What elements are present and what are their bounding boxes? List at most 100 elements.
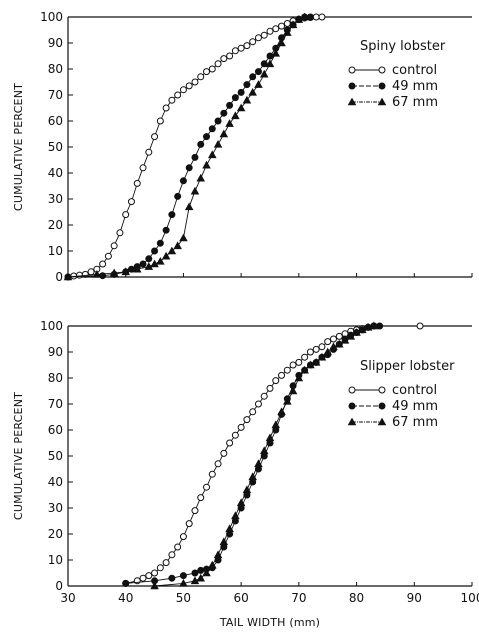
data-point <box>301 353 309 361</box>
data-point <box>272 377 280 385</box>
series-67-mm <box>63 12 309 281</box>
data-point <box>369 321 379 330</box>
data-point <box>254 80 263 88</box>
data-point <box>226 101 234 109</box>
data-point <box>265 59 275 68</box>
data-point <box>167 246 177 255</box>
data-point <box>179 533 187 541</box>
y-tick-label: 0 <box>55 270 63 284</box>
y-tick-label: 60 <box>48 423 63 437</box>
data-point <box>236 103 246 112</box>
data-point <box>173 241 182 250</box>
y-tick-label: 40 <box>48 166 63 180</box>
panel-slipper-lobster: 0 10 20 30 40 50 60 70 80 90 100 30 40 50 60 70 80 90 100 C… <box>12 319 479 629</box>
data-point <box>168 211 176 219</box>
y-tick-label: 10 <box>48 553 63 567</box>
data-point <box>161 251 171 260</box>
legend-label: control <box>392 63 437 78</box>
data-point <box>191 569 199 577</box>
data-point <box>203 68 211 76</box>
data-point <box>139 574 147 582</box>
data-point <box>214 60 222 68</box>
data-point <box>231 431 239 439</box>
data-point <box>203 483 211 491</box>
data-point <box>76 271 84 279</box>
data-point <box>185 82 193 90</box>
y-tick-label: 40 <box>48 475 63 489</box>
y-tick-label: 70 <box>48 88 63 102</box>
data-point <box>202 160 211 169</box>
y-tick-label: 0 <box>55 579 63 593</box>
legend-marker <box>377 97 387 106</box>
panel-spiny-lobster: 0 10 20 30 40 50 60 70 80 90 100 CUMULATIVE PERCENT… <box>12 10 473 284</box>
data-point <box>278 371 286 379</box>
data-point <box>208 150 217 159</box>
data-point <box>248 87 257 96</box>
data-point <box>265 433 275 442</box>
data-point <box>139 260 147 268</box>
data-point <box>363 322 373 331</box>
data-point <box>190 186 200 195</box>
data-point <box>254 34 262 42</box>
data-point <box>213 139 223 148</box>
data-point <box>214 117 222 125</box>
data-point <box>306 360 315 369</box>
data-point <box>179 233 188 242</box>
data-point <box>300 365 309 374</box>
data-point <box>260 31 268 39</box>
data-point <box>335 332 343 340</box>
data-point <box>168 551 176 559</box>
data-point <box>260 60 268 68</box>
data-point <box>220 449 228 457</box>
legend-marker <box>347 417 357 426</box>
data-point <box>237 88 245 96</box>
data-point <box>254 459 263 468</box>
data-point <box>208 470 216 478</box>
data-point <box>271 420 281 429</box>
data-point <box>99 260 107 268</box>
data-point <box>249 38 257 46</box>
data-point <box>144 262 154 270</box>
data-point <box>312 13 320 21</box>
data-point <box>185 164 193 172</box>
data-point <box>197 494 205 502</box>
data-point <box>318 13 326 21</box>
data-point <box>162 559 170 567</box>
data-point <box>231 511 240 520</box>
data-point <box>168 96 176 104</box>
legend-title: Spiny lobster <box>360 39 446 54</box>
data-point <box>306 348 314 356</box>
y-tick-label: 90 <box>48 36 63 50</box>
data-point <box>225 524 234 533</box>
data-point <box>179 572 187 580</box>
x-tick-label: 100 <box>461 591 479 605</box>
data-point <box>202 568 211 577</box>
y-axis-title: CUMULATIVE PERCENT <box>12 83 25 211</box>
legend-label: 49 mm <box>392 79 438 94</box>
data-point <box>122 211 130 219</box>
data-point <box>288 386 298 395</box>
legend-marker <box>348 66 356 74</box>
y-tick-label: 20 <box>48 218 63 232</box>
data-point <box>174 543 182 551</box>
data-point <box>329 335 337 343</box>
x-tick-label: 40 <box>118 591 133 605</box>
data-point <box>254 400 262 408</box>
data-point <box>283 396 292 405</box>
data-point <box>203 133 211 141</box>
data-point <box>197 73 205 81</box>
data-point <box>145 255 153 263</box>
data-point <box>358 325 367 334</box>
y-tick-label: 80 <box>48 371 63 385</box>
y-tick-label: 90 <box>48 345 63 359</box>
data-point <box>248 472 257 481</box>
data-point <box>289 361 297 369</box>
data-point <box>237 44 245 52</box>
data-point <box>92 269 102 278</box>
data-point <box>127 198 135 206</box>
data-point <box>306 13 314 21</box>
data-point <box>259 446 269 455</box>
legend-marker <box>347 97 357 106</box>
legend-marker <box>348 402 356 410</box>
